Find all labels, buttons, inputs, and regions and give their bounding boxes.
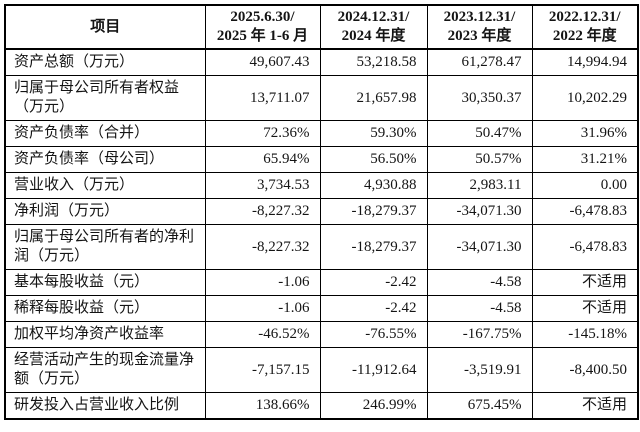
row-label: 经营活动产生的现金流量净额（万元） <box>4 347 206 393</box>
row-label: 稀释每股收益（元） <box>4 295 206 322</box>
row-label: 资产负债率（合并） <box>4 120 206 147</box>
header-line-2: 2024 年度 <box>341 28 406 44</box>
value-cell: -18,279.37 <box>319 198 428 225</box>
value-cell: -1.06 <box>204 295 321 322</box>
header-cell-2024: 2024.12.31/ 2024 年度 <box>319 4 428 50</box>
header-cell-2022: 2022.12.31/ 2022 年度 <box>531 4 639 50</box>
value-cell: 2,983.11 <box>426 172 533 199</box>
header-line-1: 项目 <box>90 18 121 35</box>
value-cell: 50.47% <box>426 120 533 147</box>
table-row: 研发投入占营业收入比例 138.66% 246.99% 675.45% 不适用 <box>4 392 639 420</box>
value-cell: 65.94% <box>204 146 321 173</box>
table-row: 净利润（万元） -8,227.32 -18,279.37 -34,071.30 -6,4… <box>4 198 639 225</box>
row-label: 归属于母公司所有者权益（万元） <box>4 75 206 121</box>
value-cell: 14,994.94 <box>531 48 639 76</box>
value-cell: -76.55% <box>319 321 428 348</box>
value-cell: -18,279.37 <box>319 224 428 270</box>
value-cell: -34,071.30 <box>426 198 533 225</box>
financial-summary-table: 项目 2025.6.30/ 2025 年 1-6 月 2024.12.31/ 2… <box>4 4 639 420</box>
row-label: 加权平均净资产收益率 <box>4 321 206 348</box>
value-cell: -34,071.30 <box>426 224 533 270</box>
table-body: 资产总额（万元） 49,607.43 53,218.58 61,278.47 14,99… <box>4 48 639 420</box>
header-line-2: 2025 年 1-6 月 <box>216 28 309 44</box>
value-cell: 72.36% <box>204 120 321 147</box>
financial-summary-page: 项目 2025.6.30/ 2025 年 1-6 月 2024.12.31/ 2… <box>4 4 639 420</box>
value-cell: 21,657.98 <box>319 75 428 121</box>
value-cell: 30,350.37 <box>426 75 533 121</box>
table-row: 归属于母公司所有者权益（万元） 13,711.07 21,657.98 30,350.… <box>4 75 639 121</box>
table-row: 稀释每股收益（元） -1.06 -2.42 -4.58 不适用 <box>4 295 639 322</box>
value-cell: -4.58 <box>426 269 533 296</box>
value-cell: 13,711.07 <box>204 75 321 121</box>
value-cell: -11,912.64 <box>319 347 428 393</box>
header-line-1: 2022.12.31/ <box>548 9 621 25</box>
table-row: 基本每股收益（元） -1.06 -2.42 -4.58 不适用 <box>4 269 639 296</box>
value-cell: 53,218.58 <box>319 48 428 76</box>
value-cell: 56.50% <box>319 146 428 173</box>
value-cell: -6,478.83 <box>531 198 639 225</box>
value-cell: 3,734.53 <box>204 172 321 199</box>
header-line-2: 2023 年度 <box>447 28 512 44</box>
value-cell: 31.21% <box>531 146 639 173</box>
value-cell: -145.18% <box>531 321 639 348</box>
value-cell: 不适用 <box>531 269 639 296</box>
value-cell: 246.99% <box>319 392 428 420</box>
value-cell: 4,930.88 <box>319 172 428 199</box>
value-cell: -7,157.15 <box>204 347 321 393</box>
header-line-1: 2025.6.30/ <box>230 9 295 25</box>
header-line-1: 2023.12.31/ <box>443 9 516 25</box>
value-cell: -2.42 <box>319 295 428 322</box>
value-cell: -3,519.91 <box>426 347 533 393</box>
value-cell: 59.30% <box>319 120 428 147</box>
value-cell: -46.52% <box>204 321 321 348</box>
header-cell-2023: 2023.12.31/ 2023 年度 <box>426 4 533 50</box>
value-cell: 50.57% <box>426 146 533 173</box>
value-cell: 不适用 <box>531 392 639 420</box>
row-label: 资产总额（万元） <box>4 48 206 76</box>
header-cell-item: 项目 <box>4 4 206 50</box>
value-cell: 0.00 <box>531 172 639 199</box>
value-cell: -6,478.83 <box>531 224 639 270</box>
value-cell: -1.06 <box>204 269 321 296</box>
value-cell: 31.96% <box>531 120 639 147</box>
table-header-row: 项目 2025.6.30/ 2025 年 1-6 月 2024.12.31/ 2… <box>4 4 639 50</box>
row-label: 资产负债率（母公司） <box>4 146 206 173</box>
row-label: 净利润（万元） <box>4 198 206 225</box>
value-cell: -8,400.50 <box>531 347 639 393</box>
row-label: 基本每股收益（元） <box>4 269 206 296</box>
header-cell-2025: 2025.6.30/ 2025 年 1-6 月 <box>204 4 321 50</box>
value-cell: 138.66% <box>204 392 321 420</box>
row-label: 营业收入（万元） <box>4 172 206 199</box>
header-line-1: 2024.12.31/ <box>337 9 410 25</box>
header-line-2: 2022 年度 <box>552 28 617 44</box>
table-row: 资产总额（万元） 49,607.43 53,218.58 61,278.47 14,99… <box>4 48 639 76</box>
value-cell: 不适用 <box>531 295 639 322</box>
value-cell: -8,227.32 <box>204 198 321 225</box>
table-row: 资产负债率（合并） 72.36% 59.30% 50.47% 31.96% <box>4 120 639 147</box>
value-cell: -4.58 <box>426 295 533 322</box>
value-cell: 49,607.43 <box>204 48 321 76</box>
table-row: 资产负债率（母公司） 65.94% 56.50% 50.57% 31.21% <box>4 146 639 173</box>
value-cell: -167.75% <box>426 321 533 348</box>
value-cell: 10,202.29 <box>531 75 639 121</box>
table-row: 经营活动产生的现金流量净额（万元） -7,157.15 -11,912.64 -3,5… <box>4 347 639 393</box>
row-label: 归属于母公司所有者的净利润（万元） <box>4 224 206 270</box>
value-cell: -8,227.32 <box>204 224 321 270</box>
row-label: 研发投入占营业收入比例 <box>4 392 206 420</box>
table-row: 营业收入（万元） 3,734.53 4,930.88 2,983.11 0.00 <box>4 172 639 199</box>
table-row: 归属于母公司所有者的净利润（万元） -8,227.32 -18,279.37 -34,… <box>4 224 639 270</box>
table-row: 加权平均净资产收益率 -46.52% -76.55% -167.75% -145.18% <box>4 321 639 348</box>
value-cell: -2.42 <box>319 269 428 296</box>
value-cell: 675.45% <box>426 392 533 420</box>
value-cell: 61,278.47 <box>426 48 533 76</box>
